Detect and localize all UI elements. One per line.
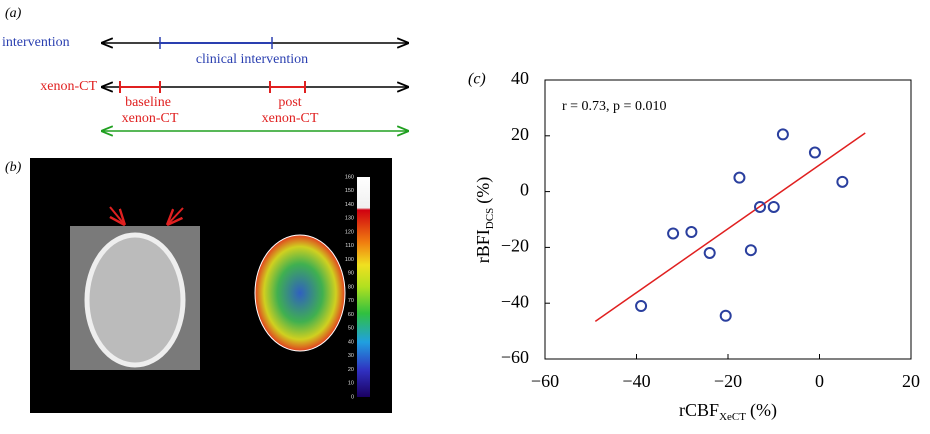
colorbar-tick-label: 120: [345, 229, 354, 235]
panel-label: (c): [468, 71, 486, 88]
panel-b: (b) 160150140130120110100908070605040302…: [5, 158, 392, 413]
colorbar-tick-label: 70: [348, 298, 354, 304]
segment-label: xenon-CT: [122, 111, 179, 126]
colorbar-tick-label: 50: [348, 326, 354, 332]
label-main: rCBF: [679, 400, 719, 420]
x-tick-label: −40: [622, 371, 650, 391]
x-tick-label: −60: [531, 371, 559, 391]
point: [686, 227, 696, 237]
colorbar-tick-label: 30: [348, 353, 354, 359]
y-tick-label: −20: [501, 236, 529, 256]
skull: [87, 235, 183, 365]
colorbar-tick-label: 80: [348, 284, 354, 290]
label-unit: (%): [750, 400, 777, 421]
point: [721, 311, 731, 321]
panel-label: (b): [5, 160, 22, 175]
colorbar-tick-label: 0: [351, 394, 354, 400]
colorbar: [357, 177, 370, 397]
y-tick-label: 40: [511, 68, 529, 88]
point: [769, 202, 779, 212]
x-tick-label: 20: [902, 371, 920, 391]
y-tick-label: −60: [501, 347, 529, 367]
colorbar-tick-label: 60: [348, 312, 354, 318]
x-tick-label: 0: [815, 371, 824, 391]
label-sub: XeCT: [719, 411, 746, 423]
figure: (a) intervention clinical intervention x…: [0, 0, 930, 429]
point: [705, 248, 715, 258]
colorbar-tick-label: 40: [348, 339, 354, 345]
segment-label: clinical intervention: [196, 52, 308, 67]
segment-label: post: [278, 95, 301, 110]
label-main: rBFI: [473, 229, 493, 263]
label-unit: (%): [473, 177, 494, 204]
colorbar-tick-label: 10: [348, 381, 354, 387]
fit-line: [595, 133, 865, 321]
point: [837, 177, 847, 187]
point: [668, 228, 678, 238]
point: [746, 245, 756, 255]
y-tick-label: −40: [501, 291, 529, 311]
label-sub: DCS: [484, 208, 496, 229]
x-tick-label: −20: [714, 371, 742, 391]
colorbar-tick-label: 150: [345, 188, 354, 194]
colorbar-tick-label: 130: [345, 216, 354, 222]
y-tick-label: 0: [520, 180, 529, 200]
point: [636, 301, 646, 311]
colorbar-tick-label: 90: [348, 271, 354, 277]
panel-c: (c) −60 −40 −20 0 20 −60 −40 −20 0 20 40 r = 0.73, p…: [468, 68, 920, 422]
point: [734, 173, 744, 183]
segment-label: baseline: [125, 95, 171, 110]
annotation: r = 0.73, p = 0.010: [562, 99, 666, 114]
y-tick-label: 20: [511, 124, 529, 144]
row-label: xenon-CT: [40, 79, 97, 94]
panel-label: (a): [5, 6, 22, 21]
colorbar-tick-label: 140: [345, 202, 354, 208]
segment-label: xenon-CT: [262, 111, 319, 126]
y-axis-label: rBFIDCS (%): [473, 177, 495, 263]
colorbar-tick-label: 160: [345, 174, 354, 180]
panel-a: (a) intervention clinical intervention x…: [2, 6, 408, 131]
x-axis-label: rCBFXeCT (%): [679, 400, 777, 422]
row-label: intervention: [2, 35, 70, 50]
colorbar-tick-label: 20: [348, 367, 354, 373]
colorbar-tick-label: 100: [345, 257, 354, 263]
point: [810, 148, 820, 158]
colorbar-tick-label: 110: [345, 243, 354, 249]
point: [778, 129, 788, 139]
perfusion-map: [255, 235, 345, 351]
plot-frame: [545, 80, 911, 359]
